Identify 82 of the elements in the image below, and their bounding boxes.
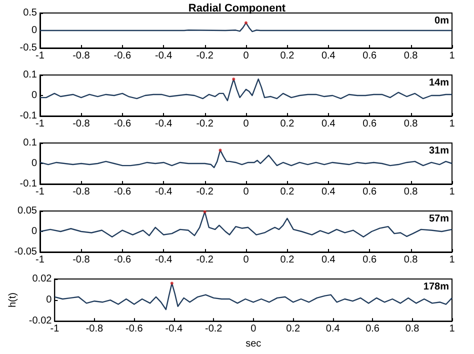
x-tick-label: -0.2 bbox=[196, 254, 214, 266]
y-tick-label: 0 bbox=[46, 294, 52, 306]
x-tick-label: -0.6 bbox=[126, 324, 144, 335]
y-tick-label: -0.02 bbox=[28, 316, 52, 327]
x-tick-label: -1 bbox=[36, 50, 45, 62]
x-tick-label: -0.6 bbox=[114, 186, 132, 198]
x-tick-label: -0.4 bbox=[154, 254, 173, 266]
x-tick-label: 0.4 bbox=[321, 118, 336, 130]
x-tick-label: 0.4 bbox=[321, 50, 336, 62]
x-tick-label: 0 bbox=[243, 186, 250, 198]
x-tick-label: -0.8 bbox=[72, 186, 90, 198]
y-tick-label: -0.1 bbox=[20, 178, 38, 190]
x-tick-label: 0 bbox=[243, 254, 250, 266]
x-tick-label: 0.8 bbox=[404, 254, 418, 266]
y-tick-label: 0.02 bbox=[32, 274, 52, 284]
y-tick-label: -0.1 bbox=[20, 110, 38, 122]
annotation: 14m bbox=[428, 78, 450, 88]
y-tick-label: 0 bbox=[31, 25, 38, 36]
x-tick-label: 0.6 bbox=[362, 118, 377, 130]
x-tick-label: -0.2 bbox=[196, 186, 214, 198]
x-tick-label: -0.4 bbox=[154, 118, 173, 130]
x-tick-label: 0.2 bbox=[280, 50, 295, 62]
x-tick-label: -0.6 bbox=[114, 254, 132, 266]
y-tick-label: 0.05 bbox=[18, 206, 38, 216]
x-tick-label: -1 bbox=[36, 118, 45, 130]
x-tick-label: -0.8 bbox=[72, 254, 90, 266]
y-tick-label: -0.5 bbox=[20, 42, 38, 54]
x-axis-title: sec bbox=[246, 338, 262, 350]
x-tick-label: -0.4 bbox=[154, 50, 173, 62]
x-tick-label: 0 bbox=[243, 118, 250, 130]
x-tick-label: 0 bbox=[243, 50, 250, 62]
y-tick-label: 0 bbox=[31, 90, 38, 101]
y-tick-label: 0.1 bbox=[23, 138, 38, 148]
line-series bbox=[39, 78, 453, 102]
x-tick-label: -0.8 bbox=[72, 50, 90, 62]
x-tick-label: -1 bbox=[36, 254, 45, 266]
x-tick-label: 1 bbox=[449, 118, 456, 130]
y-tick-label: 0.5 bbox=[23, 8, 38, 18]
x-tick-label: 0.4 bbox=[321, 186, 336, 198]
x-tick-label: 0.4 bbox=[326, 324, 340, 335]
x-tick-label: -0.2 bbox=[205, 324, 223, 335]
chart-title: Radial Component bbox=[188, 2, 286, 14]
x-tick-label: 0.6 bbox=[362, 186, 377, 198]
line-series bbox=[39, 211, 453, 238]
annotation: 0m bbox=[434, 16, 450, 26]
x-tick-label: -0.6 bbox=[114, 50, 132, 62]
y-tick-label: 0 bbox=[31, 226, 38, 237]
y-tick-label: 0.1 bbox=[23, 70, 38, 80]
x-tick-label: 0.2 bbox=[280, 118, 295, 130]
x-tick-label: 0.2 bbox=[280, 186, 295, 198]
x-tick-label: -1 bbox=[50, 324, 60, 335]
annotation: 178m bbox=[423, 282, 450, 292]
line-series bbox=[54, 282, 453, 310]
x-tick-label: -0.6 bbox=[114, 118, 132, 130]
x-tick-label: -0.8 bbox=[86, 324, 104, 335]
x-tick-label: 0.8 bbox=[404, 118, 418, 130]
x-tick-label: 0.6 bbox=[362, 50, 377, 62]
x-tick-label: 0.8 bbox=[404, 50, 418, 62]
x-tick-label: 1 bbox=[449, 50, 456, 62]
x-tick-label: -1 bbox=[36, 186, 45, 198]
x-tick-label: -0.8 bbox=[72, 118, 90, 130]
x-tick-label: -0.4 bbox=[154, 186, 173, 198]
y-tick-label: -0.05 bbox=[14, 246, 38, 258]
x-tick-label: -0.2 bbox=[196, 50, 214, 62]
x-tick-label: 0.4 bbox=[321, 254, 336, 266]
line-series bbox=[39, 22, 453, 32]
y-axis-title: h(t) bbox=[8, 292, 18, 308]
x-tick-label: -0.4 bbox=[165, 324, 183, 335]
x-tick-label: 0.2 bbox=[286, 324, 300, 335]
x-tick-label: 0.6 bbox=[366, 324, 380, 335]
y-tick-label: 0 bbox=[31, 158, 38, 169]
x-tick-label: 0.2 bbox=[280, 254, 295, 266]
x-tick-label: 1 bbox=[449, 254, 456, 266]
x-tick-label: -0.2 bbox=[196, 118, 214, 130]
annotation: 31m bbox=[428, 146, 450, 156]
x-tick-label: 0 bbox=[250, 324, 257, 335]
x-tick-label: 1 bbox=[449, 324, 456, 335]
x-tick-label: 0.8 bbox=[405, 324, 420, 335]
annotation: 57m bbox=[428, 214, 450, 224]
x-tick-label: 1 bbox=[449, 186, 456, 198]
x-tick-label: 0.6 bbox=[362, 254, 377, 266]
x-tick-label: 0.8 bbox=[404, 186, 418, 198]
